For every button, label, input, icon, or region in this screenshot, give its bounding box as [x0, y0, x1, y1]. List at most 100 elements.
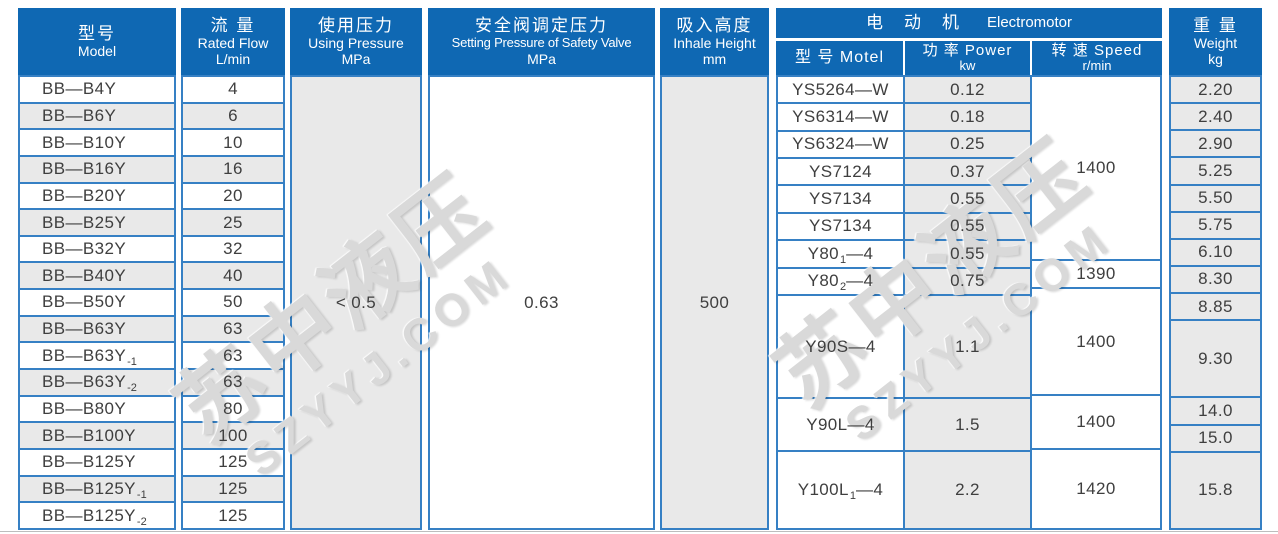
header-motor-power: 功 率 Power kw — [905, 41, 1030, 75]
flow-cell: 80 — [183, 394, 283, 422]
motor-power-cell: 1.5 — [905, 397, 1030, 450]
motor-model-cell: Y802—4 — [778, 266, 903, 294]
motor-model-cell: Y100L1—4 — [778, 449, 903, 528]
weight-cell: 2.20 — [1171, 77, 1260, 103]
weight-column: 2.20 2.40 2.90 5.25 5.50 5.75 6.10 8.30 8.85 9.30… — [1169, 75, 1262, 530]
flow-cell: 50 — [183, 288, 283, 315]
header-electromotor-cn: 电 动 机 — [865, 13, 961, 33]
flow-cell: 63 — [183, 314, 283, 342]
weight-cell: 15.0 — [1171, 423, 1260, 451]
flow-cell: 25 — [183, 208, 283, 235]
motor-model-cell: YS6324—W — [778, 129, 903, 157]
motor-speed-cell: 1400 — [1032, 287, 1160, 393]
flow-cell: 100 — [183, 421, 283, 448]
header-safety-valve-en: Setting Pressure of Safety Valve — [451, 34, 632, 50]
flow-cell: 20 — [183, 181, 283, 209]
header-motor-model: 型 号 Motel — [776, 41, 903, 75]
header-weight-en: Weight — [1193, 35, 1238, 52]
motor-speed-cell: 1390 — [1032, 259, 1160, 287]
header-motor-speed-label: 转 速 Speed — [1051, 41, 1143, 59]
motor-power-cell: 0.55 — [905, 184, 1030, 212]
header-safety-valve-unit: MPa — [527, 50, 556, 67]
model-cell: BB—B80Y — [20, 394, 174, 422]
motor-model-cell: YS7134 — [778, 211, 903, 239]
flow-cell: 4 — [228, 79, 238, 99]
using-pressure-column: < 0.5 — [290, 75, 422, 530]
flow-cell: 125 — [183, 501, 283, 528]
weight-cell: 2.40 — [1171, 102, 1260, 130]
model-cell: BB—B100Y — [20, 421, 174, 448]
motor-speed-cell: 1420 — [1032, 447, 1160, 528]
flow-cell: 40 — [183, 261, 283, 289]
header-flow-cn: 流 量 — [210, 15, 256, 35]
flow-cell: 32 — [183, 234, 283, 262]
header-model: 型号 Model — [18, 8, 176, 75]
header-using-pressure-unit: MPa — [341, 51, 371, 68]
motor-model-cell: Y90S—4 — [778, 293, 903, 397]
motor-model-cell: YS5264—W — [792, 79, 889, 99]
weight-cell: 15.8 — [1171, 450, 1260, 529]
model-cell: BB—B63Y — [20, 314, 174, 342]
header-using-pressure: 使用压力 Using Pressure MPa — [290, 8, 422, 75]
weight-cell: 8.30 — [1171, 264, 1260, 292]
header-inhale-height-cn: 吸入高度 — [676, 15, 753, 35]
model-cell: BB—B125Y-2 — [20, 501, 174, 528]
header-weight-cn: 重 量 — [1193, 15, 1238, 35]
flow-cell: 63 — [183, 341, 283, 368]
model-cell: BB—B6Y — [20, 101, 174, 129]
motor-power-cell: 1.1 — [905, 293, 1030, 398]
motor-model-cell: Y90L—4 — [778, 397, 903, 450]
weight-cell: 5.50 — [1171, 183, 1260, 211]
motor-power-column: 0.12 0.18 0.25 0.37 0.55 0.55 0.55 0.75 1.1 1.5 2.… — [905, 75, 1032, 530]
header-motor-power-unit: kw — [959, 58, 976, 74]
using-pressure-cell: < 0.5 — [292, 77, 420, 528]
motor-power-cell: 0.55 — [905, 239, 1030, 267]
header-safety-valve: 安全阀调定压力 Setting Pressure of Safety Valve… — [428, 8, 655, 75]
motor-speed-cell: 1400 — [1032, 393, 1160, 448]
header-motor-speed: 转 速 Speed r/min — [1032, 41, 1162, 75]
bottom-divider — [0, 531, 1278, 532]
weight-cell: 2.90 — [1171, 129, 1260, 157]
header-electromotor-en: Electromotor — [986, 14, 1073, 32]
flow-cell: 16 — [183, 154, 283, 182]
model-cell: BB—B25Y — [20, 208, 174, 235]
model-cell: BB—B125Y — [20, 447, 174, 475]
model-cell: BB—B40Y — [20, 261, 174, 289]
header-model-cn: 型号 — [78, 23, 116, 43]
header-motor-speed-unit: r/min — [1082, 58, 1112, 74]
weight-cell: 6.10 — [1171, 237, 1260, 265]
model-cell: BB—B10Y — [20, 128, 174, 155]
header-motor-model-label: 型 号 Motel — [794, 48, 885, 66]
motor-model-cell: YS7124 — [778, 157, 903, 184]
header-flow-en: Rated Flow — [197, 35, 269, 52]
inhale-height-column: 500 — [660, 75, 769, 530]
motor-power-cell: 0.75 — [905, 266, 1030, 294]
model-cell: BB—B20Y — [20, 181, 174, 209]
model-cell: BB—B16Y — [20, 154, 174, 182]
header-using-pressure-cn: 使用压力 — [318, 15, 394, 35]
flow-cell: 125 — [183, 474, 283, 502]
motor-model-cell: Y801—4 — [778, 239, 903, 266]
header-model-en: Model — [77, 43, 117, 60]
weight-cell: 9.30 — [1171, 319, 1260, 397]
header-electromotor-group: 电 动 机 Electromotor — [776, 8, 1162, 38]
model-cell: BB—B50Y — [20, 288, 174, 315]
header-flow: 流 量 Rated Flow L/min — [181, 8, 285, 75]
model-cell: BB—B63Y-1 — [20, 341, 174, 368]
model-cell: BB—B32Y — [20, 234, 174, 262]
model-cell: BB—B63Y-2 — [20, 368, 174, 395]
motor-power-cell: 0.37 — [905, 157, 1030, 185]
motor-model-cell: YS6314—W — [778, 102, 903, 129]
weight-cell: 8.85 — [1171, 292, 1260, 320]
header-inhale-height-unit: mm — [702, 51, 727, 68]
header-weight: 重 量 Weight kg — [1169, 8, 1262, 75]
header-inhale-height-en: Inhale Height — [673, 35, 756, 52]
weight-cell: 14.0 — [1171, 396, 1260, 424]
motor-power-cell: 0.25 — [905, 129, 1030, 158]
motor-power-cell: 0.55 — [905, 211, 1030, 240]
motor-power-cell: 0.12 — [905, 77, 1030, 103]
flow-cell: 125 — [183, 447, 283, 475]
flow-cell: 63 — [183, 368, 283, 395]
header-inhale-height: 吸入高度 Inhale Height mm — [660, 8, 769, 75]
